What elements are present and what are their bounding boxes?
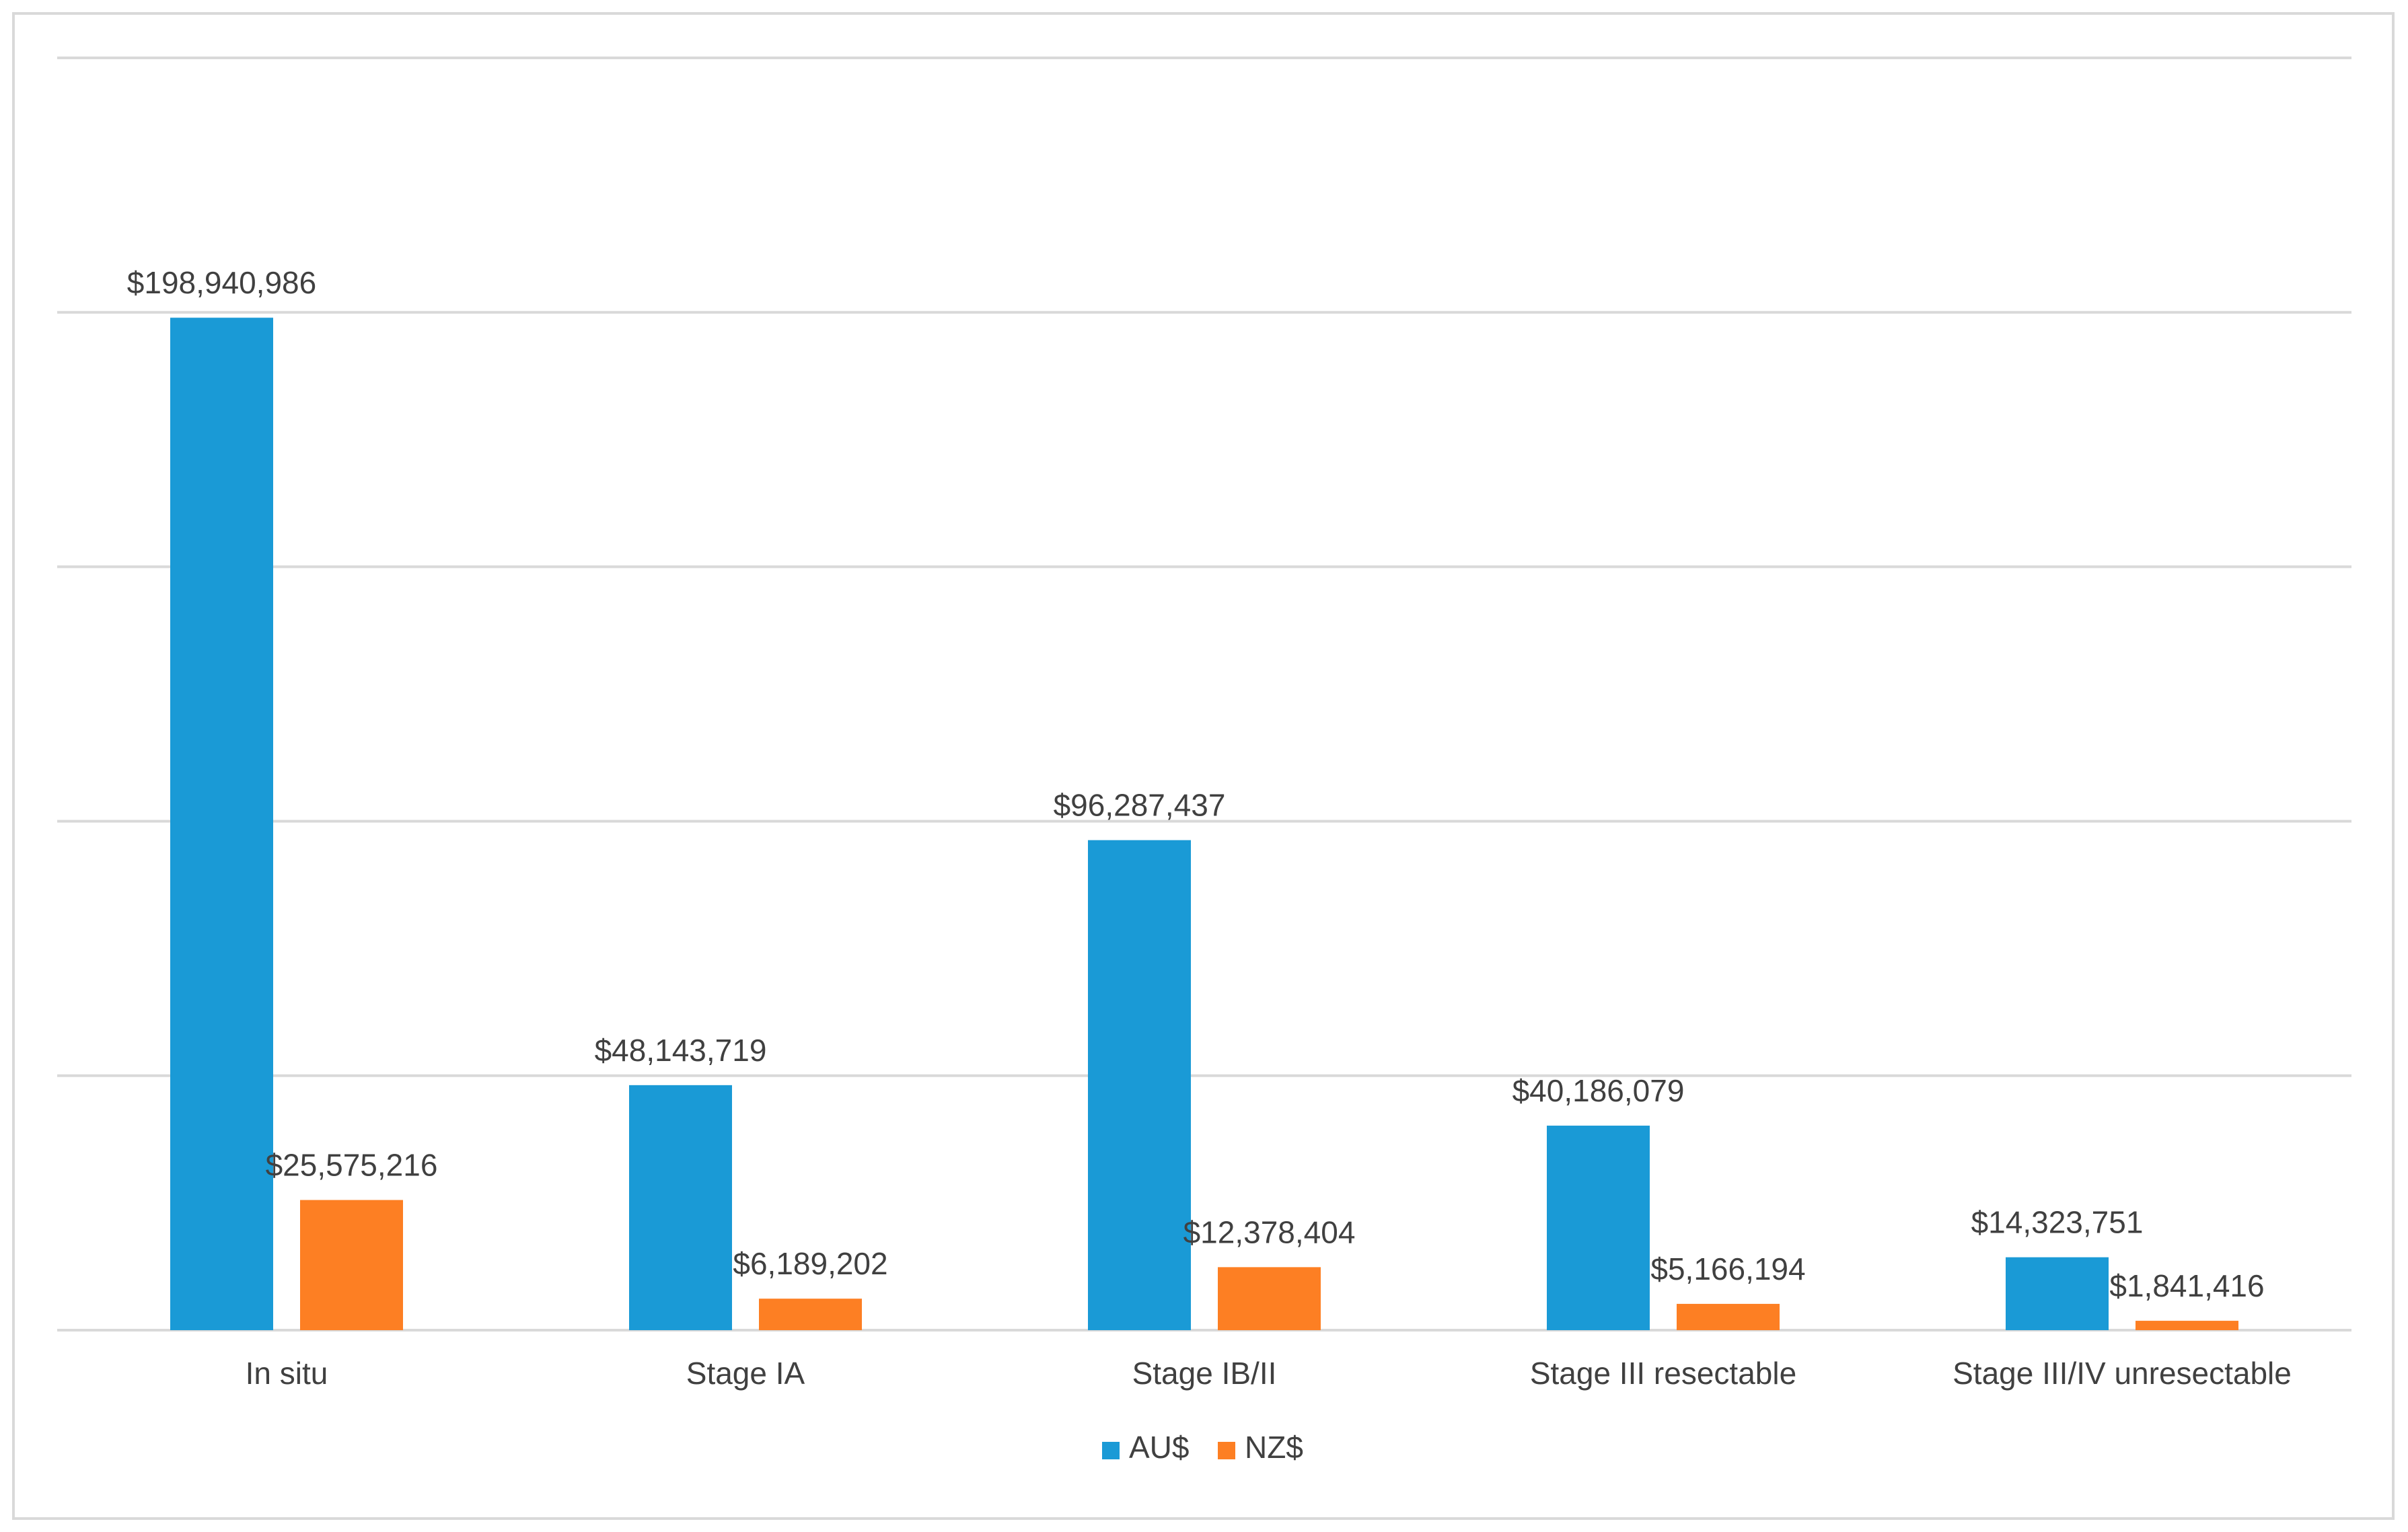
bar-au xyxy=(1088,840,1191,1330)
data-label: $12,378,404 xyxy=(1183,1214,1356,1249)
bar-au xyxy=(2006,1257,2109,1330)
data-label: $40,186,079 xyxy=(1512,1073,1685,1108)
data-label: $48,143,719 xyxy=(595,1033,767,1068)
x-tick-label: In situ xyxy=(246,1356,328,1391)
chart-frame xyxy=(12,12,2395,1520)
data-label: $1,841,416 xyxy=(2109,1268,2264,1303)
x-tick-label: Stage IB/II xyxy=(1132,1356,1277,1391)
legend-swatch-nz xyxy=(1218,1442,1235,1459)
data-label: $25,575,216 xyxy=(266,1148,438,1183)
bar-au xyxy=(629,1085,732,1330)
data-label: $5,166,194 xyxy=(1650,1251,1805,1286)
bar-au xyxy=(170,318,273,1330)
legend-swatch-au xyxy=(1102,1442,1120,1459)
legend-label: NZ$ xyxy=(1245,1430,1303,1465)
x-tick-label: Stage III resectable xyxy=(1530,1356,1796,1391)
x-tick-label: Stage III/IV unresectable xyxy=(1953,1356,2292,1391)
data-label: $14,323,751 xyxy=(1971,1205,2144,1240)
data-label: $6,189,202 xyxy=(733,1246,887,1281)
bar-nz xyxy=(300,1200,403,1330)
bar-nz xyxy=(1218,1267,1321,1330)
bar-nz xyxy=(2136,1321,2238,1330)
bar-nz xyxy=(1677,1303,1780,1330)
data-label: $96,287,437 xyxy=(1054,788,1226,823)
x-tick-label: Stage IA xyxy=(686,1356,805,1391)
bar-au xyxy=(1547,1126,1650,1330)
legend-label: AU$ xyxy=(1129,1430,1189,1465)
data-label: $198,940,986 xyxy=(127,265,316,300)
bar-nz xyxy=(759,1299,862,1330)
